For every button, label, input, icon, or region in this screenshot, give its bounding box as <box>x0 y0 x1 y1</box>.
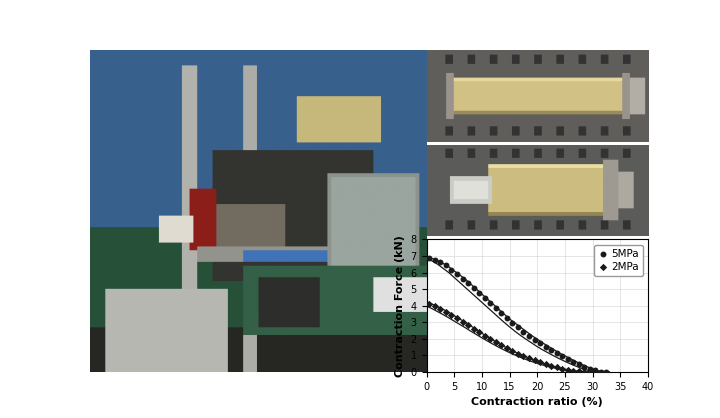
2MPa <box>451 315 463 322</box>
5MPa <box>551 350 562 357</box>
5MPa <box>584 365 595 372</box>
Y-axis label: Contraction Force (kN): Contraction Force (kN) <box>395 235 405 377</box>
5MPa <box>573 361 585 368</box>
5MPa <box>468 285 480 292</box>
5MPa <box>485 300 496 306</box>
2MPa <box>567 367 579 374</box>
5MPa <box>423 254 435 261</box>
2MPa <box>474 329 485 335</box>
2MPa <box>551 364 562 370</box>
2MPa <box>573 368 585 375</box>
2MPa <box>429 303 441 310</box>
2MPa <box>490 339 502 345</box>
5MPa <box>523 333 535 339</box>
5MPa <box>534 340 546 347</box>
2MPa <box>579 368 590 375</box>
X-axis label: Contraction ratio (%): Contraction ratio (%) <box>472 397 603 407</box>
2MPa <box>440 308 451 315</box>
5MPa <box>456 275 468 282</box>
5MPa <box>562 356 574 362</box>
5MPa <box>474 290 485 297</box>
2MPa <box>507 348 518 354</box>
2MPa <box>518 353 529 359</box>
2MPa <box>468 325 480 332</box>
5MPa <box>429 257 441 263</box>
2MPa <box>540 361 552 367</box>
Legend: 5MPa, 2MPa: 5MPa, 2MPa <box>594 245 643 276</box>
2MPa <box>562 366 574 373</box>
2MPa <box>446 312 457 319</box>
5MPa <box>557 353 568 359</box>
2MPa <box>523 355 535 362</box>
2MPa <box>479 332 490 339</box>
5MPa <box>451 271 463 278</box>
2MPa <box>545 362 557 369</box>
2MPa <box>456 319 468 325</box>
5MPa <box>579 363 590 370</box>
2MPa <box>423 301 435 307</box>
5MPa <box>595 368 607 375</box>
5MPa <box>512 324 523 331</box>
2MPa <box>485 336 496 342</box>
5MPa <box>440 262 451 268</box>
2MPa <box>584 369 595 375</box>
5MPa <box>545 347 557 353</box>
2MPa <box>435 306 446 312</box>
5MPa <box>446 266 457 273</box>
5MPa <box>507 319 518 326</box>
5MPa <box>501 315 513 321</box>
5MPa <box>435 259 446 265</box>
5MPa <box>590 367 601 374</box>
2MPa <box>590 369 601 375</box>
5MPa <box>567 358 579 365</box>
2MPa <box>534 359 546 366</box>
2MPa <box>528 357 540 364</box>
5MPa <box>490 305 502 311</box>
2MPa <box>495 342 507 349</box>
2MPa <box>462 322 474 329</box>
2MPa <box>512 350 523 357</box>
5MPa <box>462 280 474 287</box>
2MPa <box>557 365 568 372</box>
5MPa <box>528 336 540 343</box>
2MPa <box>501 345 513 352</box>
5MPa <box>600 369 612 375</box>
5MPa <box>495 310 507 316</box>
5MPa <box>540 343 552 350</box>
5MPa <box>518 329 529 335</box>
5MPa <box>479 295 490 302</box>
